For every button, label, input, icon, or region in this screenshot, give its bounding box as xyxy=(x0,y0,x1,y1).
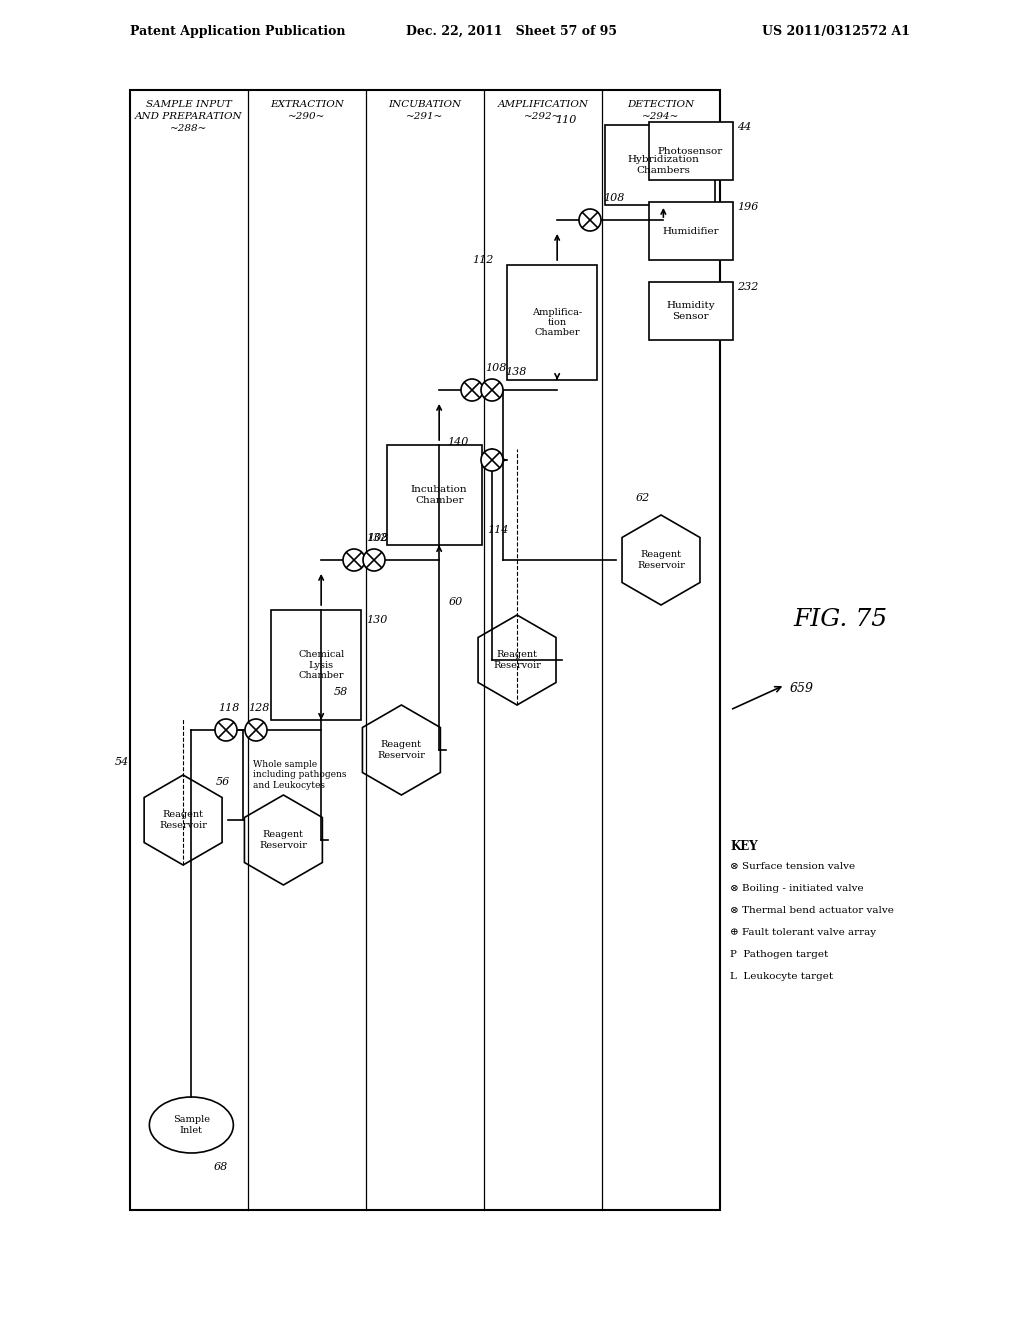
Text: 108: 108 xyxy=(603,193,625,203)
Circle shape xyxy=(461,379,483,401)
Text: 44: 44 xyxy=(737,121,752,132)
Text: DETECTION
~294~: DETECTION ~294~ xyxy=(628,100,694,121)
Polygon shape xyxy=(144,775,222,865)
Text: SAMPLE INPUT
AND PREPARATION
~288~: SAMPLE INPUT AND PREPARATION ~288~ xyxy=(135,100,243,132)
Text: 128: 128 xyxy=(248,704,269,713)
Bar xyxy=(648,202,732,260)
Text: Hybridization
Chambers: Hybridization Chambers xyxy=(628,156,699,174)
Polygon shape xyxy=(245,795,323,884)
Text: Whole sample
including pathogens
and Leukocytes: Whole sample including pathogens and Leu… xyxy=(253,760,346,789)
Text: ⊗ Thermal bend actuator valve: ⊗ Thermal bend actuator valve xyxy=(730,906,894,915)
Text: L  Leukocyte target: L Leukocyte target xyxy=(730,972,834,981)
Text: 108: 108 xyxy=(485,363,507,374)
Polygon shape xyxy=(478,615,556,705)
Text: Reagent
Reservoir: Reagent Reservoir xyxy=(259,830,307,850)
Bar xyxy=(648,121,732,180)
Text: 54: 54 xyxy=(115,756,129,767)
Bar xyxy=(648,282,732,341)
Text: 140: 140 xyxy=(447,437,468,447)
Text: 56: 56 xyxy=(215,777,229,787)
Text: Sample
Inlet: Sample Inlet xyxy=(173,1115,210,1135)
Text: 68: 68 xyxy=(213,1162,227,1172)
Text: 138: 138 xyxy=(505,367,526,378)
Circle shape xyxy=(579,209,601,231)
Text: 108: 108 xyxy=(367,533,388,543)
Text: 132: 132 xyxy=(366,533,387,543)
Text: 58: 58 xyxy=(334,686,348,697)
Polygon shape xyxy=(622,515,700,605)
Bar xyxy=(387,445,482,545)
Text: 659: 659 xyxy=(790,681,814,694)
Text: Humidifier: Humidifier xyxy=(663,227,719,235)
Circle shape xyxy=(245,719,267,741)
Text: 114: 114 xyxy=(487,525,509,535)
Text: ⊕ Fault tolerant valve array: ⊕ Fault tolerant valve array xyxy=(730,928,877,937)
Text: Chemical
Lysis
Chamber: Chemical Lysis Chamber xyxy=(298,651,344,680)
Ellipse shape xyxy=(150,1097,233,1152)
Text: 232: 232 xyxy=(737,282,759,292)
Polygon shape xyxy=(362,705,440,795)
Text: KEY: KEY xyxy=(730,840,758,853)
Text: Patent Application Publication: Patent Application Publication xyxy=(130,25,345,38)
Text: Reagent
Reservoir: Reagent Reservoir xyxy=(159,810,207,830)
Bar xyxy=(271,610,361,719)
Bar xyxy=(605,125,716,205)
Text: Photosensor: Photosensor xyxy=(657,147,723,156)
Text: Incubation
Chamber: Incubation Chamber xyxy=(411,486,468,504)
Circle shape xyxy=(362,549,385,572)
Text: AMPLIFICATION
~292~: AMPLIFICATION ~292~ xyxy=(498,100,589,121)
Text: EXTRACTION
~290~: EXTRACTION ~290~ xyxy=(270,100,344,121)
Text: Dec. 22, 2011   Sheet 57 of 95: Dec. 22, 2011 Sheet 57 of 95 xyxy=(407,25,617,38)
Text: P  Pathogen target: P Pathogen target xyxy=(730,950,828,960)
Text: Reagent
Reservoir: Reagent Reservoir xyxy=(494,651,541,669)
Circle shape xyxy=(343,549,365,572)
Text: FIG. 75: FIG. 75 xyxy=(793,609,887,631)
Text: Reagent
Reservoir: Reagent Reservoir xyxy=(378,741,425,760)
Text: US 2011/0312572 A1: US 2011/0312572 A1 xyxy=(762,25,910,38)
Text: Humidity
Sensor: Humidity Sensor xyxy=(667,301,715,321)
Text: 110: 110 xyxy=(555,115,577,125)
Text: Amplifica-
tion
Chamber: Amplifica- tion Chamber xyxy=(532,308,583,338)
Bar xyxy=(507,265,597,380)
Circle shape xyxy=(481,449,503,471)
Text: ⊗ Boiling - initiated valve: ⊗ Boiling - initiated valve xyxy=(730,884,863,894)
Circle shape xyxy=(481,379,503,401)
Text: 112: 112 xyxy=(472,255,494,265)
Text: 118: 118 xyxy=(218,704,240,713)
Text: 196: 196 xyxy=(737,202,759,213)
Text: 62: 62 xyxy=(636,492,650,503)
Circle shape xyxy=(215,719,237,741)
Text: 130: 130 xyxy=(367,615,387,624)
Bar xyxy=(130,90,720,1210)
Text: 60: 60 xyxy=(450,597,463,607)
Text: Reagent
Reservoir: Reagent Reservoir xyxy=(637,550,685,570)
Text: ⊗ Surface tension valve: ⊗ Surface tension valve xyxy=(730,862,855,871)
Text: INCUBATION
~291~: INCUBATION ~291~ xyxy=(388,100,462,121)
